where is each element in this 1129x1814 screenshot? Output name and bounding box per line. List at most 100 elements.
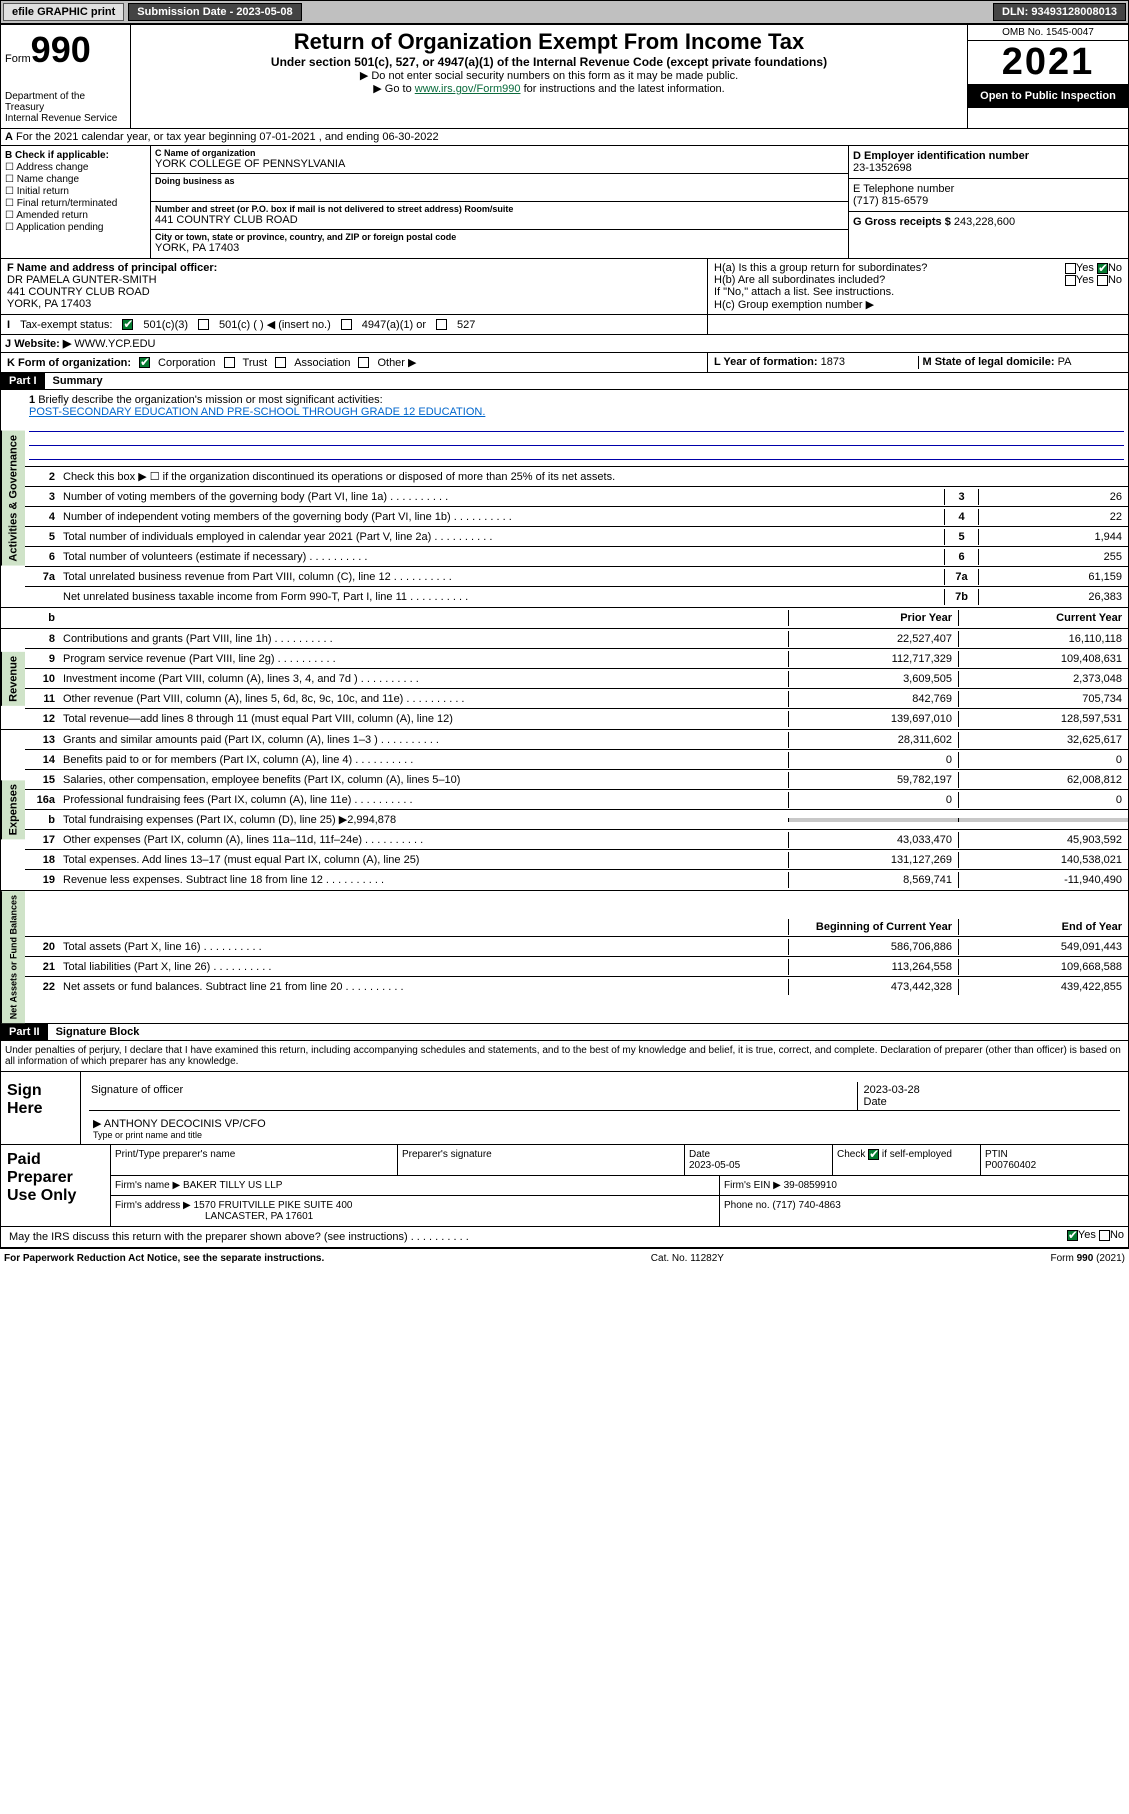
h-block: H(a) Is this a group return for subordin…	[708, 259, 1128, 314]
firm-ein-lbl: Firm's EIN ▶	[724, 1180, 781, 1191]
identity-section: B Check if applicable: ☐ Address change …	[0, 146, 1129, 259]
f-label: F Name and address of principal officer:	[7, 262, 217, 274]
ha-no-chk[interactable]: ✔	[1097, 263, 1108, 274]
form-subtitle-2: ▶ Do not enter social security numbers o…	[135, 69, 963, 82]
hb-note: If "No," attach a list. See instructions…	[714, 286, 1122, 298]
website-value: WWW.YCP.EDU	[74, 338, 155, 350]
goto-pre: ▶ Go to	[373, 83, 414, 95]
city-value: YORK, PA 17403	[155, 242, 844, 254]
paid-preparer-label: Paid Preparer Use Only	[1, 1145, 111, 1226]
header-center: Return of Organization Exempt From Incom…	[131, 25, 968, 128]
phone-value: (717) 815-6579	[853, 195, 928, 207]
col-b: B Check if applicable: ☐ Address change …	[1, 146, 151, 258]
org-name: YORK COLLEGE OF PENNSYLVANIA	[155, 158, 844, 170]
col-b-header: B Check if applicable:	[5, 150, 109, 161]
name-block: C Name of organization YORK COLLEGE OF P…	[151, 146, 848, 258]
chk-corp[interactable]: ✔	[139, 357, 150, 368]
chk-address-change[interactable]: ☐ Address change	[5, 162, 146, 173]
hb-no-chk[interactable]	[1097, 275, 1108, 286]
chk-app-pending[interactable]: ☐ Application pending	[5, 222, 146, 233]
mission-text[interactable]: POST-SECONDARY EDUCATION AND PRE-SCHOOL …	[29, 406, 485, 418]
firm-addr1: 1570 FRUITVILLE PIKE SUITE 400	[194, 1200, 353, 1211]
irs-text: Internal Revenue Service	[5, 113, 126, 124]
exp-vert-label: Expenses	[1, 780, 25, 839]
net-block: Net Assets or Fund Balances Beginning of…	[0, 891, 1129, 1024]
governance-block: Activities & Governance 1 Briefly descri…	[0, 390, 1129, 608]
header-right: OMB No. 1545-0047 2021 Open to Public In…	[968, 25, 1128, 128]
q1-label: Briefly describe the organization's miss…	[38, 394, 382, 406]
header-left: Form990 Department of the Treasury Inter…	[1, 25, 131, 128]
sign-here-block: Sign Here Signature of officer2023-03-28…	[0, 1072, 1129, 1145]
irs-link[interactable]: www.irs.gov/Form990	[415, 83, 521, 95]
part2-badge: Part II	[1, 1024, 48, 1040]
dba-label: Doing business as	[155, 176, 844, 186]
chk-self-employed[interactable]: ✔	[868, 1149, 879, 1160]
city-label: City or town, state or province, country…	[155, 232, 844, 242]
l-label: L Year of formation:	[714, 356, 818, 368]
firm-phone-lbl: Phone no.	[724, 1200, 770, 1211]
officer-name: DR PAMELA GUNTER-SMITH	[7, 274, 157, 286]
chk-initial-return[interactable]: ☐ Initial return	[5, 186, 146, 197]
ha-yes-chk[interactable]	[1065, 263, 1076, 274]
chk-final-return[interactable]: ☐ Final return/terminated	[5, 198, 146, 209]
chk-527[interactable]	[436, 319, 447, 330]
name-title-label: Type or print name and title	[89, 1130, 1120, 1140]
chk-name-change[interactable]: ☐ Name change	[5, 174, 146, 185]
sig-officer-label: Signature of officer	[89, 1082, 857, 1110]
prep-name-hdr: Print/Type preparer's name	[111, 1145, 398, 1175]
firm-name-val: BAKER TILLY US LLP	[183, 1180, 283, 1191]
sig-declaration: Under penalties of perjury, I declare th…	[0, 1041, 1129, 1072]
revenue-block: Revenue 8Contributions and grants (Part …	[0, 629, 1129, 730]
expenses-block: Expenses 13Grants and similar amounts pa…	[0, 730, 1129, 891]
chk-4947[interactable]	[341, 319, 352, 330]
hb-label: H(b) Are all subordinates included?	[714, 274, 885, 286]
m-label: M State of legal domicile:	[923, 356, 1055, 368]
part2-title: Signature Block	[48, 1026, 140, 1038]
page-footer: For Paperwork Reduction Act Notice, see …	[0, 1248, 1129, 1268]
addr-label: Number and street (or P.O. box if mail i…	[155, 204, 844, 214]
part1-title: Summary	[45, 375, 103, 387]
form-subtitle-1: Under section 501(c), 527, or 4947(a)(1)…	[135, 55, 963, 69]
addr-value: 441 COUNTRY CLUB ROAD	[155, 214, 844, 226]
sig-date-label: Date	[864, 1096, 887, 1108]
i-label: Tax-exempt status:	[20, 319, 112, 331]
prep-date-val: 2023-05-05	[689, 1160, 740, 1171]
ptin-hdr: PTIN	[985, 1149, 1008, 1160]
officer-addr: 441 COUNTRY CLUB ROAD	[7, 286, 150, 298]
discuss-no-chk[interactable]	[1099, 1230, 1110, 1241]
firm-name-lbl: Firm's name ▶	[115, 1180, 180, 1191]
dept-text: Department of the Treasury	[5, 91, 126, 113]
chk-other[interactable]	[358, 357, 369, 368]
hb-yes-chk[interactable]	[1065, 275, 1076, 286]
topbar: efile GRAPHIC print Submission Date - 20…	[0, 0, 1129, 24]
ha-label: H(a) Is this a group return for subordin…	[714, 262, 927, 274]
prep-date-hdr: Date	[689, 1149, 710, 1160]
k-label: K Form of organization:	[7, 357, 131, 369]
chk-501c3[interactable]: ✔	[122, 319, 133, 330]
goto-post: for instructions and the latest informat…	[521, 83, 725, 95]
chk-501c[interactable]	[198, 319, 209, 330]
chk-amended[interactable]: ☐ Amended return	[5, 210, 146, 221]
header: Form990 Department of the Treasury Inter…	[0, 24, 1129, 129]
part1-badge: Part I	[1, 373, 45, 389]
net-vert-label: Net Assets or Fund Balances	[1, 891, 25, 1023]
firm-addr2: LANCASTER, PA 17601	[205, 1211, 313, 1222]
officer-city: YORK, PA 17403	[7, 298, 91, 310]
chk-trust[interactable]	[224, 357, 235, 368]
chk-assoc[interactable]	[275, 357, 286, 368]
omb-number: OMB No. 1545-0047	[968, 25, 1128, 41]
form-title: Return of Organization Exempt From Incom…	[135, 29, 963, 55]
domicile-state: PA	[1058, 356, 1072, 368]
open-public-badge: Open to Public Inspection	[968, 84, 1128, 108]
period-text: For the 2021 calendar year, or tax year …	[16, 131, 439, 143]
prep-sig-hdr: Preparer's signature	[398, 1145, 685, 1175]
submission-date-button[interactable]: Submission Date - 2023-05-08	[128, 3, 301, 21]
gross-receipts-value: 243,228,600	[954, 216, 1015, 228]
dln-badge: DLN: 93493128008013	[993, 3, 1126, 21]
discuss-yes-chk[interactable]: ✔	[1067, 1230, 1078, 1241]
tax-year: 2021	[968, 41, 1128, 84]
j-label: Website: ▶	[14, 338, 71, 350]
efile-print-button[interactable]: efile GRAPHIC print	[3, 3, 124, 21]
sig-date-val: 2023-03-28	[864, 1084, 920, 1096]
q2-text: Check this box ▶ ☐ if the organization d…	[59, 468, 1128, 485]
